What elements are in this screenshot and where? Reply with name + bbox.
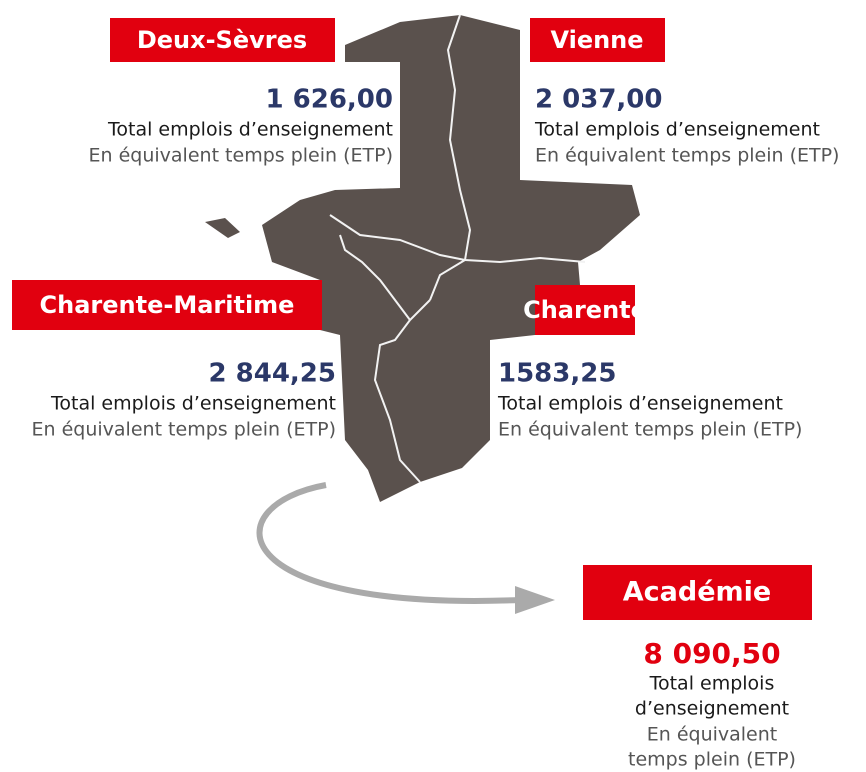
arrow-head — [515, 586, 555, 614]
academy-line: d’enseignement — [635, 698, 789, 720]
map — [262, 15, 640, 502]
region-line: En équivalent temps plein (ETP) — [89, 145, 393, 167]
region-line: En équivalent temps plein (ETP) — [535, 145, 839, 167]
academy-line: Total emplois — [649, 673, 775, 695]
academy-value: 8 090,50 — [643, 637, 780, 670]
region-line: Total emplois d’enseignement — [107, 119, 393, 141]
label-box — [12, 280, 322, 330]
region-line: Total emplois d’enseignement — [497, 393, 783, 415]
label-box — [110, 18, 335, 62]
region-name: Vienne — [550, 26, 643, 54]
label-box — [530, 18, 665, 62]
label-box — [583, 565, 812, 620]
academy-line: temps plein (ETP) — [628, 749, 796, 771]
region-name: Charente-Maritime — [40, 291, 295, 319]
academy-line: En équivalent — [647, 724, 778, 746]
region-value: 2 844,25 — [209, 359, 336, 389]
island — [205, 218, 240, 238]
region-name: Charente — [523, 296, 647, 324]
region-line: En équivalent temps plein (ETP) — [498, 419, 802, 441]
academy-name: Académie — [623, 577, 771, 608]
arrow — [256, 482, 521, 604]
region-line: Total emplois d’enseignement — [534, 119, 820, 141]
region-line: Total emplois d’enseignement — [50, 393, 336, 415]
label-box — [535, 285, 635, 335]
region-value: 1583,25 — [498, 359, 616, 389]
borders — [329, 14, 586, 483]
region-value: 1 626,00 — [266, 85, 393, 115]
region-value: 2 037,00 — [535, 85, 662, 115]
region-name: Deux-Sèvres — [137, 26, 307, 54]
region-line: En équivalent temps plein (ETP) — [32, 419, 336, 441]
